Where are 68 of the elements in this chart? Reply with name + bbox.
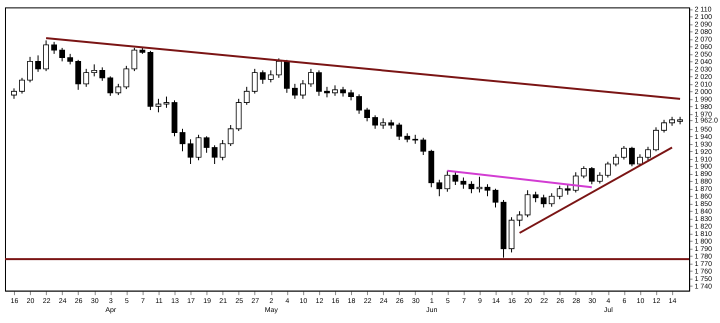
candlestick xyxy=(316,70,322,96)
candlestick xyxy=(276,58,282,78)
candlestick xyxy=(59,47,66,62)
candlestick xyxy=(364,107,370,122)
candlestick xyxy=(164,96,170,108)
candlestick xyxy=(308,68,314,88)
candlestick xyxy=(156,98,162,113)
candlestick xyxy=(244,86,250,106)
candlestick xyxy=(43,40,49,72)
candlestick xyxy=(460,176,466,190)
candlestick xyxy=(268,70,274,83)
candlestick xyxy=(580,166,587,179)
candlestick xyxy=(35,54,41,72)
candlestick xyxy=(548,192,555,208)
candlestick xyxy=(91,64,98,77)
candlestick xyxy=(420,137,426,156)
candlestick xyxy=(180,128,186,152)
candlestick xyxy=(596,172,603,184)
candlestick xyxy=(332,84,338,96)
candlestick xyxy=(220,140,226,161)
candlestick xyxy=(348,89,354,101)
candlestick xyxy=(612,154,619,167)
candlestick xyxy=(75,59,82,90)
candlestick xyxy=(484,184,490,197)
candlestick xyxy=(83,68,90,88)
candlestick xyxy=(292,83,298,100)
candlestick xyxy=(131,47,138,72)
candlestick xyxy=(115,83,122,96)
candlestick xyxy=(540,194,547,208)
candlestick xyxy=(372,114,378,130)
candlestick xyxy=(588,166,595,185)
candlestick xyxy=(396,122,402,141)
candlestick xyxy=(524,190,530,218)
candlestick xyxy=(300,80,306,100)
candlestick xyxy=(645,146,651,161)
candlestick xyxy=(356,94,362,114)
candlestick xyxy=(629,146,635,167)
candlestick xyxy=(621,146,627,160)
candlestick xyxy=(492,188,498,208)
candlestick xyxy=(196,134,202,161)
candlestick xyxy=(11,88,17,100)
candlestick xyxy=(107,76,114,96)
candlestick xyxy=(661,119,667,134)
candlestick xyxy=(340,86,346,98)
candlestick xyxy=(380,118,386,130)
candlestick xyxy=(67,53,74,65)
candlestick xyxy=(516,210,522,227)
candlestick xyxy=(476,176,482,193)
candlestick xyxy=(123,65,130,90)
candlestick xyxy=(188,138,194,165)
candlestick xyxy=(556,185,563,200)
candlestick xyxy=(51,41,58,54)
candlestick xyxy=(452,172,458,186)
candlestick xyxy=(260,70,266,84)
candlestick xyxy=(27,56,33,83)
candlestick xyxy=(19,77,25,94)
candlestick xyxy=(228,124,234,147)
candlestick xyxy=(653,126,659,152)
candlestick xyxy=(204,136,210,154)
candlestick xyxy=(212,144,218,165)
candlestick xyxy=(436,179,442,197)
candlestick xyxy=(324,86,330,98)
candlestick xyxy=(532,191,539,203)
candlestick xyxy=(604,161,611,178)
candlestick xyxy=(444,170,450,192)
candlestick xyxy=(252,68,258,94)
candlestick xyxy=(468,180,474,194)
candlestick xyxy=(99,66,106,82)
